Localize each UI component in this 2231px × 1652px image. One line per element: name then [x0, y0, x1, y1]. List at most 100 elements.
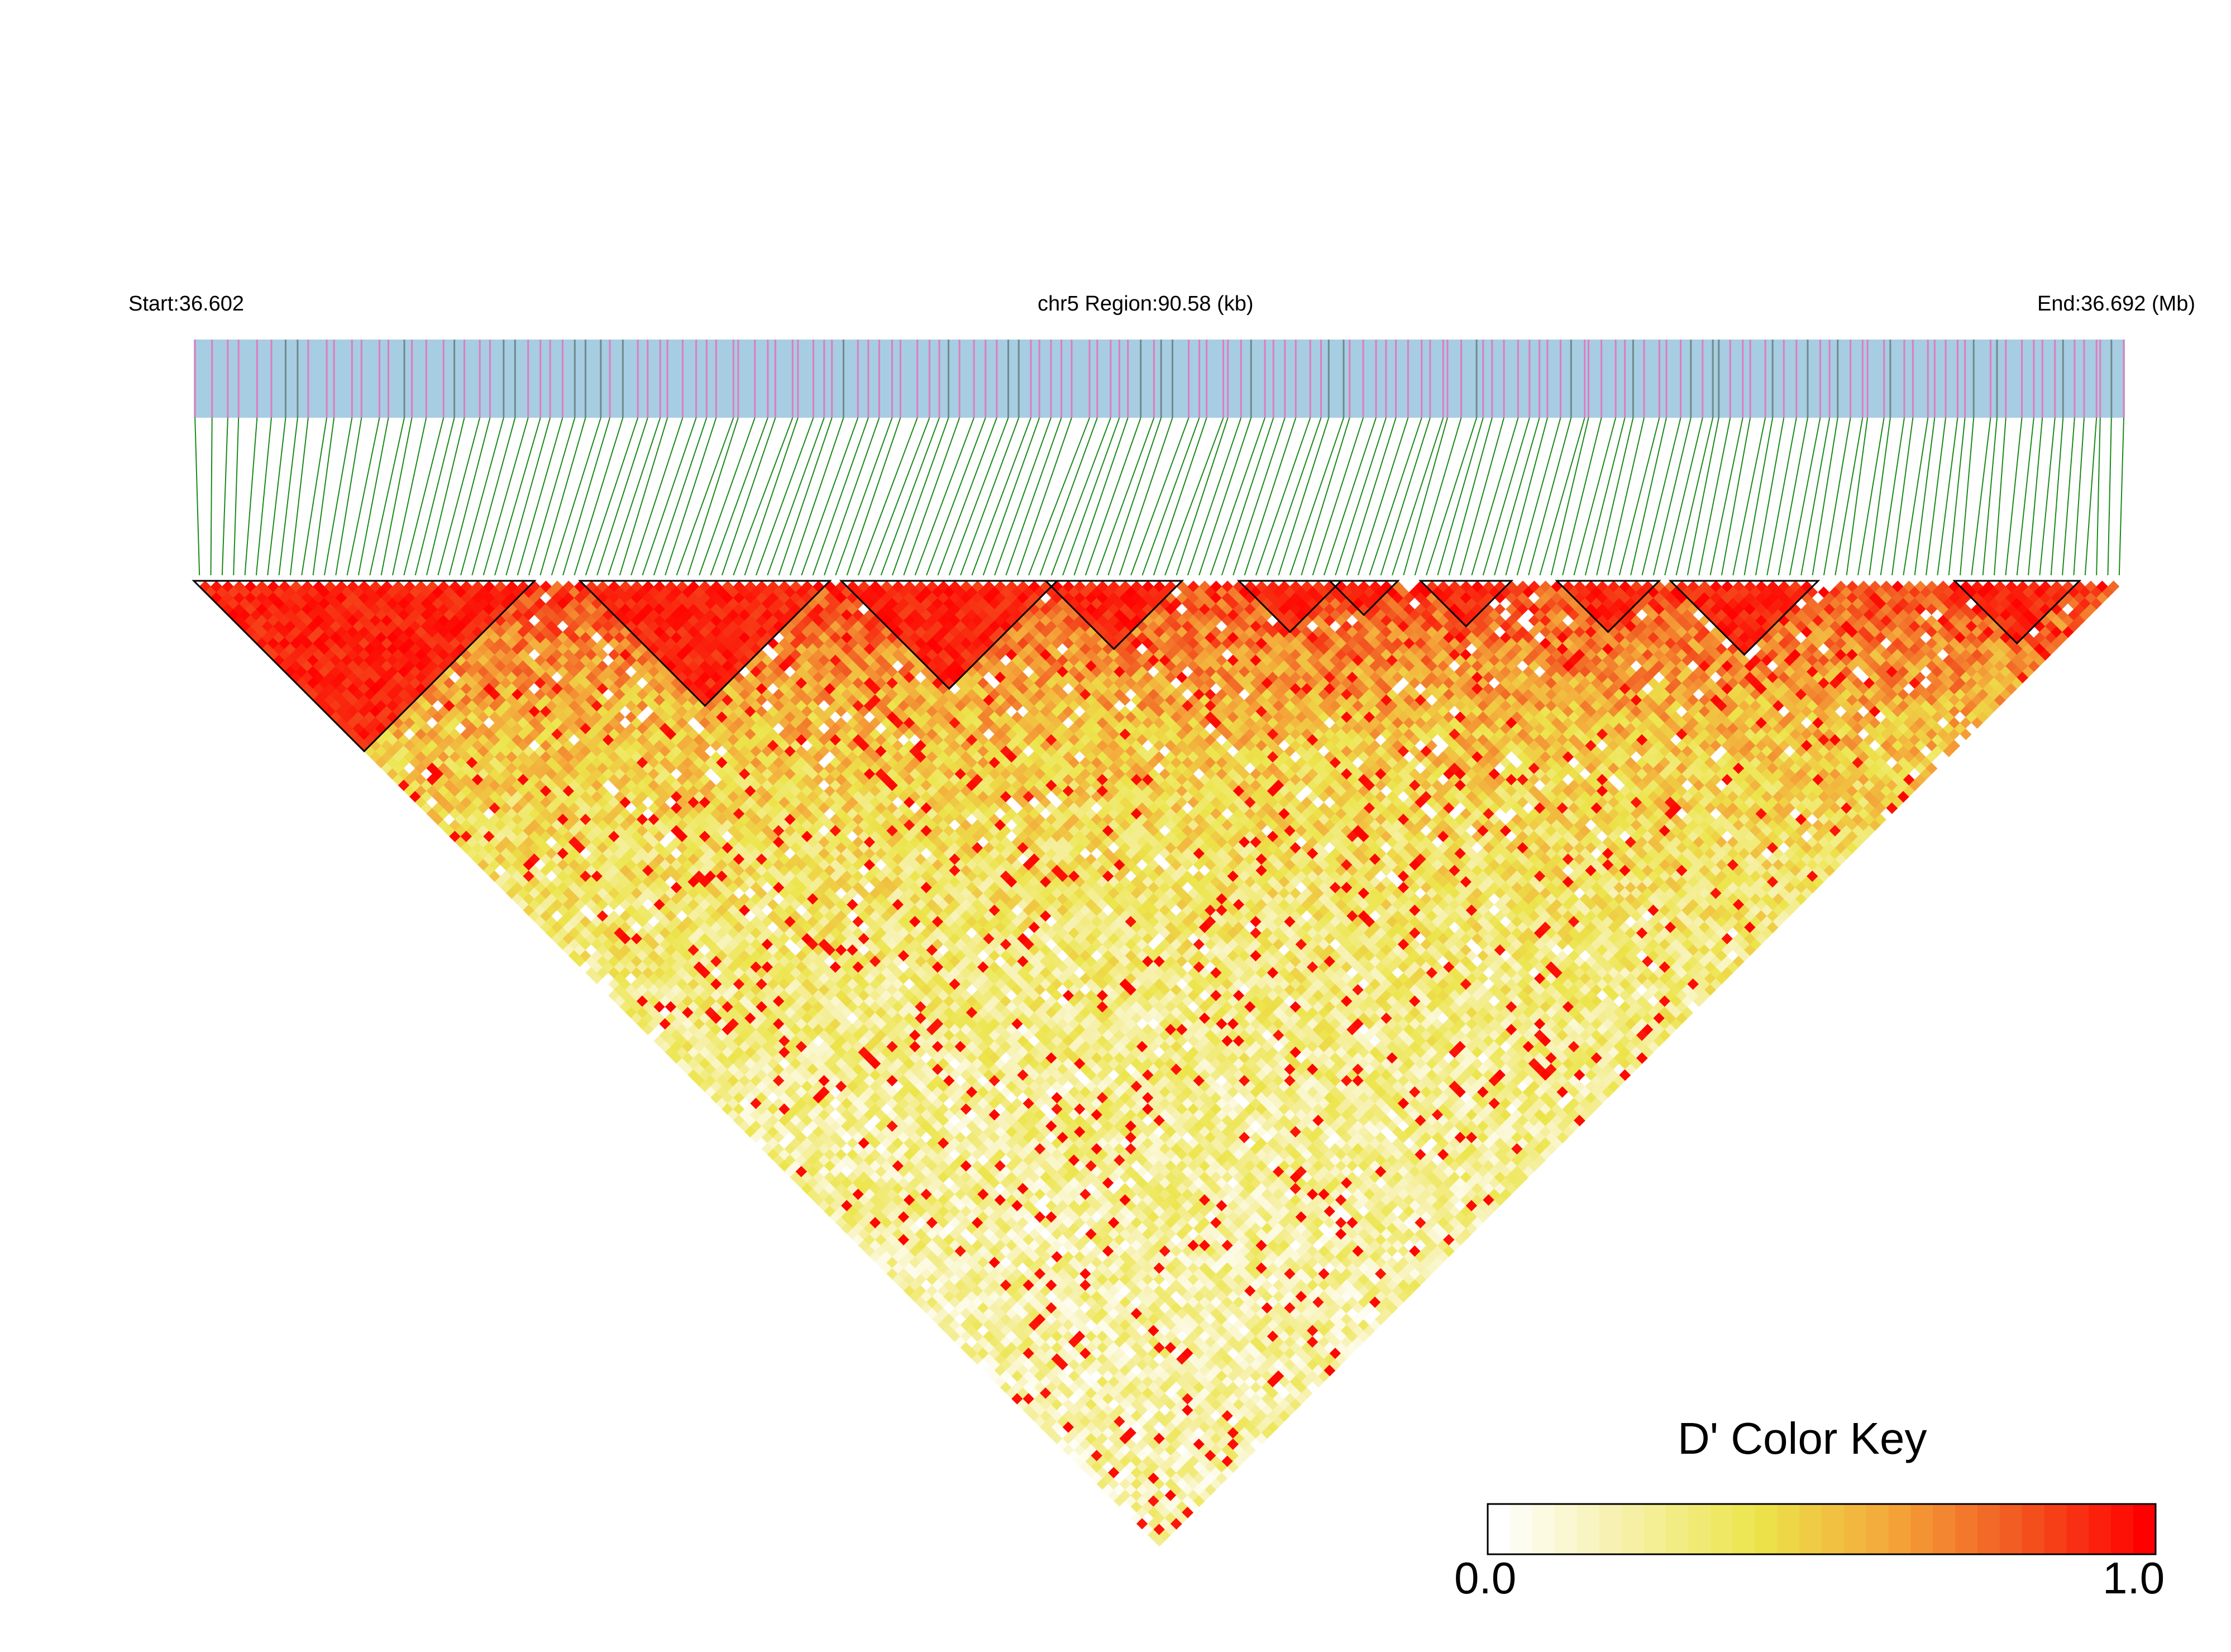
snp-connector-line [779, 418, 832, 575]
snp-connector-line [995, 418, 1051, 575]
snp-connector-line [915, 418, 974, 575]
snp-connector-line [1324, 418, 1376, 575]
snp-connector-line [835, 418, 892, 575]
snp-connector-line [711, 418, 768, 575]
snp-track-background [194, 340, 2125, 418]
snp-connector-line [461, 418, 504, 575]
snp-connector-line [733, 418, 792, 575]
snp-connector-line [1449, 418, 1492, 575]
snp-connector-line [847, 418, 901, 575]
snp-connector-line [495, 418, 541, 575]
snp-connector-line [904, 418, 959, 575]
snp-connector-line [858, 418, 918, 575]
snp-connector-line [1358, 418, 1408, 575]
snp-connector-line [336, 418, 361, 575]
snp-connector-line [1040, 418, 1097, 575]
snp-connector-line [642, 418, 696, 575]
snp-connector-line [506, 418, 550, 575]
snp-connector-line [1097, 418, 1154, 575]
snp-connector-line [1563, 418, 1601, 575]
snp-connector-line [381, 418, 412, 575]
snp-connector-line [1120, 418, 1173, 575]
snp-connector-line [529, 418, 575, 575]
snp-connector-line [688, 418, 738, 575]
snp-connector-line [1074, 418, 1128, 575]
snp-connector-line [1654, 418, 1691, 575]
snp-connector-line [1369, 418, 1421, 575]
snp-connector-line [1029, 418, 1090, 575]
snp-connector-line [1892, 418, 1913, 575]
snp-connector-line [518, 418, 563, 575]
snp-connector-line [1779, 418, 1808, 575]
snp-connector-line [2108, 418, 2111, 575]
snp-connector-line [1426, 418, 1477, 575]
snp-connector-line [2119, 418, 2124, 575]
snp-connector-line [1403, 418, 1447, 575]
snp-connector-line [279, 418, 298, 575]
snp-connector-line [1597, 418, 1633, 575]
snp-connector-line [654, 418, 706, 575]
snp-connector-line [665, 418, 716, 575]
snp-connector-line [1086, 418, 1141, 575]
snp-connector-line [211, 418, 212, 575]
snp-connector-line [222, 418, 228, 575]
snp-connector-line [1847, 418, 1867, 575]
snp-connector-line [949, 418, 1009, 575]
snp-connector-line [195, 418, 199, 575]
snp-connector-line [1745, 418, 1773, 575]
snp-connector-line [324, 418, 352, 575]
snp-connector-line [801, 418, 858, 575]
snp-connector-line [699, 418, 755, 575]
snp-connector-line [983, 418, 1040, 575]
snp-connector-line [1313, 418, 1363, 575]
snp-connector-line [1926, 418, 1946, 575]
snp-connector-line [1437, 418, 1483, 575]
snp-connector-line [1233, 418, 1285, 575]
snp-connector-line [1608, 418, 1644, 575]
snp-connector-line [1301, 418, 1349, 575]
snp-connector-line [1290, 418, 1344, 575]
snp-connector-line [563, 418, 610, 575]
snp-connector-line [1767, 418, 1797, 575]
snp-connector-line [2096, 418, 2100, 575]
snp-connector-line [1494, 418, 1540, 575]
snp-connector-line [745, 418, 798, 575]
snp-connector-line [620, 418, 667, 575]
snp-connector-line [1222, 418, 1273, 575]
snp-connector-line [1824, 418, 1851, 575]
snp-connector-line [1256, 418, 1310, 575]
snp-connector-line [1971, 418, 1990, 575]
snp-connector-line [1937, 418, 1957, 575]
snp-connector-line [1835, 418, 1862, 575]
snp-connector-line [1994, 418, 2006, 575]
snp-connector-line [972, 418, 1031, 575]
snp-connector-line [1517, 418, 1561, 575]
snp-position-track [194, 340, 2125, 418]
snp-connector-line [1177, 418, 1228, 575]
snp-connector-line [256, 418, 271, 575]
snp-connector-line [1279, 418, 1329, 575]
snp-connector-line [1211, 418, 1265, 575]
snp-connector-line [574, 418, 623, 575]
snp-connector-line [1415, 418, 1461, 575]
snp-connector-line [1267, 418, 1321, 575]
snp-connector-line [1506, 418, 1547, 575]
snp-connector-line [961, 418, 1019, 575]
snp-connector-line [245, 418, 257, 575]
snp-connector-line [1392, 418, 1443, 575]
snp-connector-line [2085, 418, 2096, 575]
snp-connector-line [1676, 418, 1713, 575]
snp-connector-line [1574, 418, 1616, 575]
snp-connector-line [1881, 418, 1904, 575]
snp-connector-line [1585, 418, 1625, 575]
snp-connector-line [1619, 418, 1660, 575]
snp-connector-line [813, 418, 868, 575]
snp-connector-line [1006, 418, 1061, 575]
snp-connector-line [1335, 418, 1386, 575]
ld-heatmap-triangle [199, 581, 2119, 1546]
snp-connector-line [881, 418, 939, 575]
snp-connector-line [1017, 418, 1072, 575]
snp-connector-line [1245, 418, 1296, 575]
